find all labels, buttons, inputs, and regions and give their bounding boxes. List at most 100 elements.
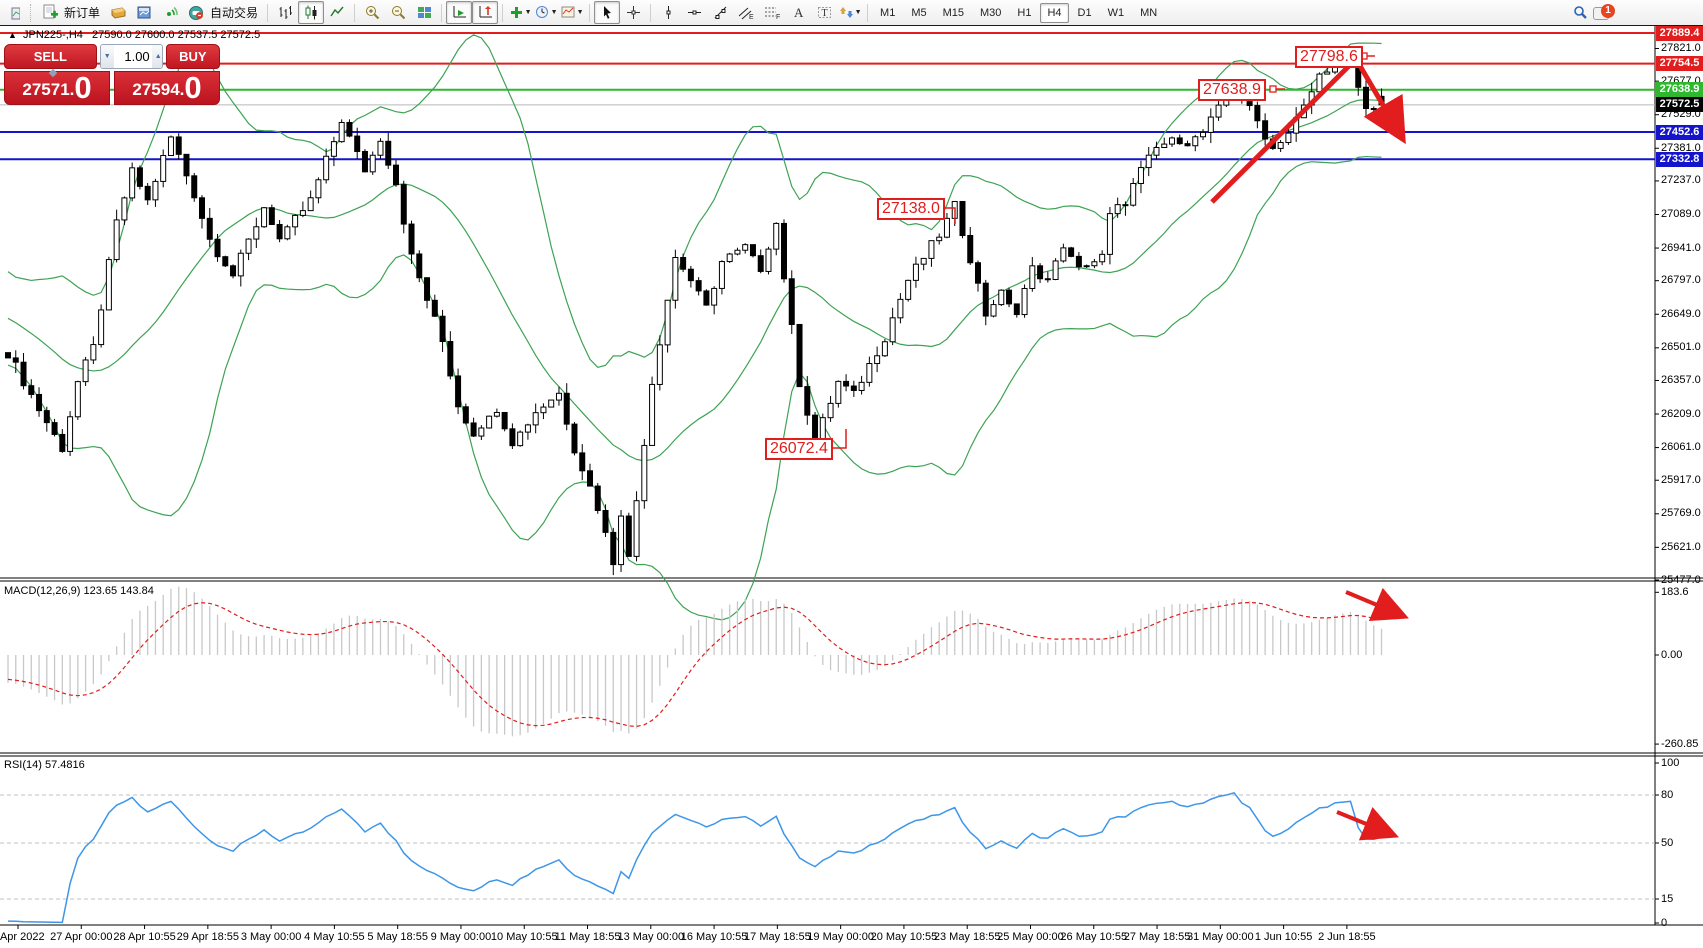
notification-count: 1 [1601,3,1615,18]
cursor-button[interactable] [594,1,621,24]
charts-window-icon[interactable] [131,1,157,24]
rsi-axis-label: 80 [1661,788,1674,801]
profile-icon[interactable] [105,1,131,24]
time-tick-label: 26 May 10:55 [1060,931,1128,943]
volume-input[interactable] [113,45,152,68]
arrows-button[interactable]: ▼ [837,1,863,24]
timeframe-M15[interactable]: M15 [942,6,964,19]
buy-price-main: 27594. [132,80,185,99]
volume-decrease-button[interactable]: ▼ [100,45,114,68]
candlestick-chart-button[interactable] [298,1,325,24]
trendline-button[interactable] [707,1,733,24]
signal-icon[interactable] [157,1,183,24]
fibonacci-button[interactable]: F [759,1,785,24]
horizontal-line-button[interactable] [681,1,707,24]
buy-price-big-digit: 0 [184,70,202,105]
toolbar-grip [30,3,35,22]
volume-increase-button[interactable]: ▲ [151,45,162,68]
macd-axis-label: -260.85 [1661,737,1699,750]
zoom-out-button[interactable] [385,1,411,24]
vertical-line-button[interactable] [655,1,681,24]
time-tick-label: 27 May 18:55 [1123,931,1191,943]
timeframe-M30[interactable]: M30 [980,6,1002,19]
rsi-axis-label: 100 [1661,756,1680,769]
text-button[interactable]: A [785,1,811,24]
time-tick-label: 3 May 00:00 [240,931,302,943]
timeframe-H1[interactable]: H1 [1017,6,1032,19]
notification-badge[interactable]: 1 [1593,3,1615,23]
macd-label: MACD(12,26,9) 123.65 143.84 [4,585,154,597]
search-icon[interactable] [1567,1,1593,24]
time-tick-label: 1 Jun 10:55 [1254,931,1313,943]
price-tick-label: 25477.0 [1661,573,1701,586]
price-badge: 27452.6 [1656,124,1703,140]
macd-axis-label: 0.00 [1661,648,1683,661]
price-tick-label: 27381.0 [1661,141,1701,154]
one-click-trading-panel: SELL ▼ ▲ BUY 27571.0 27594.0 [4,44,220,105]
svg-text:E: E [749,14,754,20]
price-tick-label: 26797.0 [1661,274,1701,287]
price-annotation[interactable]: 27138.0 [877,198,945,220]
buy-button[interactable]: BUY [165,44,220,69]
time-tick-label: 27 Apr 00:00 [50,931,113,943]
timeframe-M5[interactable]: M5 [911,6,927,19]
text-label-button[interactable]: T [811,1,837,24]
timeframe-MN[interactable]: MN [1140,6,1158,19]
indicators-button[interactable]: ▼ [507,1,533,24]
chart-window: ▲ JPN225-,H4 27590.0 27600.0 27537.5 275… [0,25,1703,948]
timeframe-toolbar: M1 M5 M15 M30 H1 H4 D1 W1 MN [872,2,1165,23]
price-tick-label: 27821.0 [1661,42,1701,54]
price-badge: 27572.5 [1656,97,1703,113]
chart-shift-button[interactable] [472,1,499,24]
time-tick-label: 25 May 00:00 [997,931,1064,943]
new-order-label[interactable]: 新订单 [64,6,101,20]
price-annotation[interactable]: 26072.4 [765,438,833,460]
ohlc-values: 27590.0 27600.0 27537.5 27572.5 [91,29,261,41]
toolbar: 新订单 自动交易 ▼ ▼ ▼ E F A T ▼ M1 M5 M15 M30 H1 H4 D [0,0,1703,26]
chart-preview-icon[interactable] [2,1,28,24]
macd-axis-label: 183.6 [1661,585,1689,598]
auto-scroll-button[interactable] [446,1,473,24]
autotrading-icon[interactable] [183,1,209,24]
time-tick-label: 4 May 10:55 [304,931,365,943]
templates-button[interactable]: ▼ [559,1,585,24]
toolbar-right-group: 1 [1567,1,1615,24]
sell-label: SELL [33,49,67,64]
time-tick-label: 13 May 00:00 [617,931,685,943]
line-chart-button[interactable] [324,1,350,24]
sell-button[interactable]: SELL [4,44,97,69]
crosshair-button[interactable] [620,1,646,24]
new-order-button[interactable] [37,1,63,24]
toolbar-separator [650,3,652,22]
timeframe-W1[interactable]: W1 [1107,6,1125,19]
price-tick-label: 25769.0 [1661,507,1701,520]
rsi-label: RSI(14) 57.4816 [4,759,85,771]
zoom-in-button[interactable] [359,1,385,24]
symbol-period-label: JPN225-,H4 [22,29,83,41]
time-tick-label: 10 May 10:55 [490,931,558,943]
autotrading-label[interactable]: 自动交易 [210,6,259,20]
periods-button[interactable]: ▼ [533,1,559,24]
buy-price[interactable]: 27594. 0 [114,71,220,105]
tile-windows-button[interactable] [411,1,437,24]
price-badge: 27889.4 [1656,25,1703,41]
sell-price[interactable]: 27571. 0 [4,71,110,105]
equidistant-channel-button[interactable]: E [733,1,759,24]
time-tick-label: 28 Apr 10:55 [113,931,176,943]
time-tick-label: 20 May 10:55 [870,931,938,943]
price-annotation[interactable]: 27638.9 [1198,79,1266,101]
toolbar-separator [354,3,356,22]
price-tick-label: 26649.0 [1661,307,1701,320]
timeframe-M1[interactable]: M1 [880,6,896,19]
price-annotation[interactable]: 27798.6 [1295,46,1363,68]
svg-text:T: T [821,8,827,19]
chart-canvas[interactable] [0,26,1703,948]
price-badge: 27754.5 [1656,56,1703,72]
timeframe-D1[interactable]: D1 [1077,6,1092,19]
toolbar-separator [502,3,504,22]
toolbar-separator [589,3,591,22]
timeframe-H4[interactable]: H4 [1040,2,1069,23]
price-tick-label: 26357.0 [1661,373,1701,386]
bar-chart-button[interactable] [272,1,298,24]
